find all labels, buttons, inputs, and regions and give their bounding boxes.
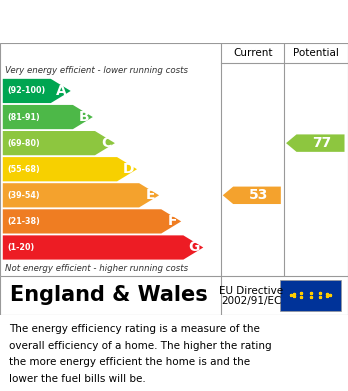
Text: the more energy efficient the home is and the: the more energy efficient the home is an… [9,357,250,368]
Text: Potential: Potential [293,48,339,58]
Text: Energy Efficiency Rating: Energy Efficiency Rating [7,18,236,36]
Polygon shape [223,187,281,204]
Text: A: A [56,84,67,98]
Text: overall efficiency of a home. The higher the rating: overall efficiency of a home. The higher… [9,341,271,351]
Text: 2002/91/EC: 2002/91/EC [221,296,282,306]
Text: (55-68): (55-68) [7,165,40,174]
Text: (39-54): (39-54) [7,191,40,200]
Text: Very energy efficient - lower running costs: Very energy efficient - lower running co… [5,66,188,75]
Text: (21-38): (21-38) [7,217,40,226]
Polygon shape [3,79,71,103]
Polygon shape [3,209,181,233]
Text: Not energy efficient - higher running costs: Not energy efficient - higher running co… [5,264,188,273]
Text: D: D [122,162,134,176]
Bar [280,280,341,311]
Text: E: E [145,188,155,202]
Text: C: C [101,136,111,150]
Text: (92-100): (92-100) [7,86,45,95]
Text: B: B [79,110,89,124]
Polygon shape [286,135,345,152]
Text: Current: Current [233,48,272,58]
Polygon shape [3,131,115,155]
Text: G: G [189,240,200,255]
Text: 77: 77 [313,136,332,150]
Text: F: F [167,214,177,228]
Text: The energy efficiency rating is a measure of the: The energy efficiency rating is a measur… [9,324,260,334]
Text: (81-91): (81-91) [7,113,40,122]
Polygon shape [3,105,93,129]
Text: England & Wales: England & Wales [10,285,208,305]
Polygon shape [3,157,137,181]
Polygon shape [3,183,159,207]
Text: (69-80): (69-80) [7,139,40,148]
Text: EU Directive: EU Directive [219,285,284,296]
Text: 53: 53 [249,188,268,202]
Polygon shape [3,235,203,260]
Text: lower the fuel bills will be.: lower the fuel bills will be. [9,374,145,384]
Text: (1-20): (1-20) [7,243,34,252]
